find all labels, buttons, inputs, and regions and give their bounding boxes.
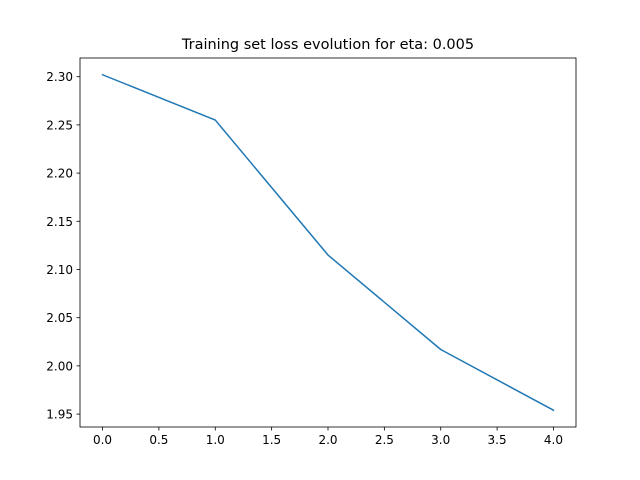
x-tick-label: 3.5 — [488, 433, 507, 447]
chart-title: Training set loss evolution for eta: 0.0… — [181, 37, 474, 53]
series-line-0 — [101, 73, 555, 412]
x-tick-label: 1.5 — [262, 433, 281, 447]
y-tick-label: 1.95 — [46, 408, 73, 422]
y-tick-label: 2.30 — [46, 70, 73, 84]
x-tick-label: 4.0 — [544, 433, 563, 447]
y-tick-label: 2.05 — [46, 311, 73, 325]
x-tick-label: 0.0 — [93, 433, 112, 447]
x-tick-label: 2.5 — [375, 433, 394, 447]
x-tick-label: 0.5 — [149, 433, 168, 447]
plot-area: 0.0 0.5 1.0 1.5 2.0 2.5 3.0 3.5 4.0 1.95 2.00 2.05 2… — [46, 57, 577, 447]
y-tick-label: 2.20 — [46, 167, 73, 181]
y-tick-label: 2.25 — [46, 118, 73, 132]
y-tick-label: 2.00 — [46, 359, 73, 373]
y-tick-label: 2.10 — [46, 263, 73, 277]
y-tick-label: 2.15 — [46, 215, 73, 229]
x-tick-label: 1.0 — [206, 433, 225, 447]
x-tick-label: 2.0 — [318, 433, 337, 447]
x-tick-label: 3.0 — [431, 433, 450, 447]
